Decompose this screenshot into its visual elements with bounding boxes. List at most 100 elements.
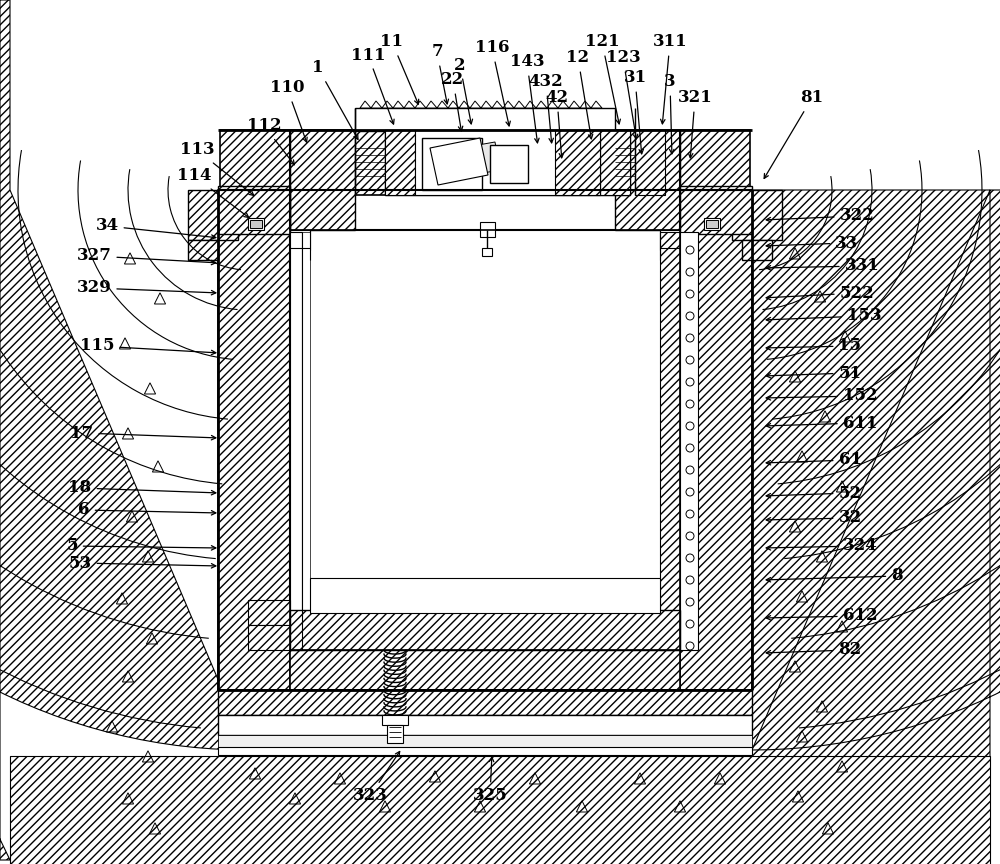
Circle shape (686, 488, 694, 496)
Polygon shape (393, 101, 404, 108)
Polygon shape (547, 101, 558, 108)
Bar (290, 650, 680, 690)
Text: 1: 1 (312, 60, 358, 139)
Bar (218, 747, 752, 755)
Circle shape (686, 554, 694, 562)
Polygon shape (415, 101, 426, 108)
Bar (218, 190, 290, 690)
Text: 12: 12 (566, 49, 593, 139)
Bar (248, 625, 290, 650)
Bar (704, 218, 720, 230)
Bar (706, 220, 718, 228)
Text: 432: 432 (529, 73, 563, 143)
Text: 111: 111 (351, 47, 394, 124)
Circle shape (686, 620, 694, 628)
Bar (218, 690, 752, 715)
Text: 153: 153 (766, 308, 881, 325)
Text: 17: 17 (70, 424, 216, 442)
Polygon shape (503, 101, 514, 108)
Bar (248, 218, 264, 230)
Bar (680, 186, 752, 234)
Bar (490, 145, 528, 183)
Polygon shape (360, 101, 371, 108)
Polygon shape (426, 101, 437, 108)
Text: 53: 53 (68, 555, 216, 571)
Polygon shape (371, 101, 382, 108)
Bar (660, 232, 680, 650)
Text: 113: 113 (180, 142, 254, 195)
Text: 51: 51 (766, 365, 862, 382)
Text: 31: 31 (623, 69, 647, 154)
Bar (10, 756, 990, 864)
Text: 82: 82 (766, 641, 862, 658)
Bar (290, 130, 355, 230)
Text: 32: 32 (766, 510, 862, 526)
Text: 331: 331 (766, 257, 879, 275)
Circle shape (686, 378, 694, 386)
Circle shape (686, 268, 694, 276)
Circle shape (686, 598, 694, 606)
Text: 52: 52 (766, 485, 862, 501)
Text: 323: 323 (353, 752, 400, 804)
Bar (600, 130, 630, 195)
Text: 612: 612 (766, 607, 877, 625)
Circle shape (686, 444, 694, 452)
Bar (355, 108, 615, 131)
Text: 121: 121 (585, 34, 620, 124)
Text: 115: 115 (80, 338, 216, 355)
Polygon shape (580, 101, 591, 108)
Polygon shape (450, 142, 500, 178)
Text: 123: 123 (606, 49, 640, 139)
Text: 34: 34 (95, 218, 216, 239)
Text: 116: 116 (475, 40, 510, 126)
Circle shape (686, 576, 694, 584)
Text: 322: 322 (766, 207, 874, 225)
Polygon shape (448, 101, 459, 108)
Bar (188, 190, 238, 240)
Text: 11: 11 (380, 34, 419, 105)
Bar (290, 610, 680, 650)
Circle shape (686, 312, 694, 320)
Polygon shape (525, 101, 536, 108)
Polygon shape (536, 101, 547, 108)
Text: 321: 321 (678, 90, 712, 158)
Bar (555, 130, 600, 195)
Polygon shape (0, 0, 248, 860)
Text: 329: 329 (77, 279, 216, 296)
Bar (248, 600, 290, 625)
Bar (387, 725, 403, 743)
Text: 15: 15 (766, 338, 862, 354)
Polygon shape (404, 101, 415, 108)
Text: 325: 325 (473, 757, 507, 804)
Circle shape (686, 290, 694, 298)
Polygon shape (459, 101, 470, 108)
Circle shape (686, 510, 694, 518)
Bar (250, 220, 262, 228)
Text: 110: 110 (270, 79, 307, 142)
Text: 311: 311 (653, 34, 687, 124)
Circle shape (686, 422, 694, 430)
Text: 6: 6 (78, 501, 216, 518)
Bar (220, 130, 750, 195)
Polygon shape (558, 101, 569, 108)
Polygon shape (382, 101, 393, 108)
Bar (680, 232, 698, 650)
Bar (290, 232, 302, 650)
Bar (415, 130, 600, 195)
Bar (218, 735, 752, 747)
Text: 2: 2 (454, 56, 473, 124)
Polygon shape (569, 101, 580, 108)
Bar (635, 130, 665, 195)
Text: 7: 7 (431, 43, 449, 104)
Bar (742, 240, 772, 260)
Polygon shape (430, 138, 488, 185)
Polygon shape (752, 190, 1000, 860)
Bar (290, 230, 310, 250)
Bar (680, 190, 752, 690)
Text: 114: 114 (177, 168, 249, 218)
Circle shape (686, 532, 694, 540)
Circle shape (686, 400, 694, 408)
Circle shape (686, 246, 694, 254)
Circle shape (686, 466, 694, 474)
Text: 5: 5 (66, 537, 216, 555)
